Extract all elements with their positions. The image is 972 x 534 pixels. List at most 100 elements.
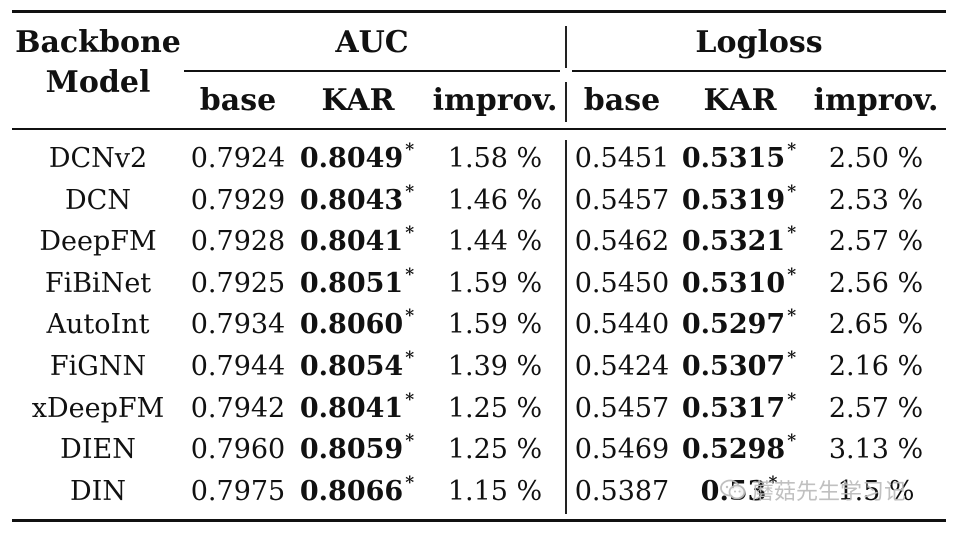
logloss-kar-cell-value: 0.5321	[681, 226, 786, 258]
logloss-kar-cell: 0.5307 *	[676, 350, 802, 382]
logloss-improv-cell: 2.16 %	[806, 353, 946, 380]
logloss-base-cell: 0.5451	[568, 145, 676, 172]
auc-improv-cell-value: 1.39 %	[447, 351, 543, 382]
auc-improv-cell-value: 1.44 %	[447, 226, 543, 258]
model-cell: FiGNN	[12, 353, 184, 380]
auc-base-cell: 0.7924	[184, 145, 292, 172]
auc-kar-cell: 0.8060 *	[294, 308, 420, 339]
column-divider-header	[565, 26, 567, 68]
auc-improv-cell: 1.15 %	[428, 478, 562, 505]
auc-improv-cell-value: 1.59 %	[447, 267, 543, 299]
column-divider-subheader	[565, 82, 567, 122]
significance-star: *	[405, 389, 415, 410]
auc-kar-cell-value: 0.8054	[299, 351, 404, 382]
auc-kar-cell: 0.8049 *	[294, 142, 420, 174]
auc-kar-cell-value: 0.8049	[299, 143, 404, 174]
auc-kar-cell: 0.8059 *	[294, 433, 420, 466]
model-cell: xDeepFM	[12, 395, 184, 422]
model-cell-value: DCNv2	[48, 143, 148, 174]
auc-kar-cell-value: 0.8051	[299, 267, 404, 299]
auc-improv-cell: 1.59 %	[428, 311, 562, 338]
logloss-improv-cell: 2.53 %	[806, 187, 946, 214]
model-cell-value: DIEN	[60, 434, 136, 466]
logloss-improv-cell: 1.5 %	[806, 478, 946, 505]
logloss-improv-cell-value: 3.13 %	[828, 434, 924, 466]
logloss-base-cell: 0.5462	[568, 228, 676, 255]
auc-improv-cell: 1.25 %	[428, 395, 562, 422]
model-cell-value: DeepFM	[39, 226, 157, 258]
logloss-kar-cell: 0.5297 *	[676, 308, 802, 341]
logloss-improv-cell-value: 2.57 %	[828, 226, 924, 258]
model-cell-value: FiBiNet	[44, 267, 152, 299]
significance-star: *	[787, 306, 797, 327]
auc-improv-cell-value: 1.25 %	[447, 434, 543, 466]
logloss-base-cell: 0.5457	[568, 395, 676, 422]
logloss-kar-cell-value: 0.5317	[681, 392, 786, 424]
model-cell: DIN	[12, 478, 184, 505]
significance-star: *	[405, 264, 415, 285]
auc-improv-cell: 1.39 %	[428, 353, 562, 380]
logloss-base-cell-value: 0.5424	[574, 351, 670, 382]
significance-star: *	[405, 181, 415, 202]
auc-kar-cell: 0.8066 *	[294, 474, 420, 507]
auc-kar-cell-value: 0.8059	[299, 434, 404, 466]
wechat-icon	[720, 479, 746, 501]
model-cell-value: FiGNN	[49, 351, 147, 382]
logloss-improv-cell-value: 2.56 %	[828, 267, 924, 299]
logloss-improv-cell-value: 1.5 %	[837, 475, 915, 507]
significance-star: *	[405, 472, 415, 493]
logloss-base-cell: 0.5469	[568, 436, 676, 463]
logloss-improv-cell: 2.56 %	[806, 270, 946, 297]
auc-kar-cell-value: 0.8041	[299, 392, 404, 424]
header-logloss: Logloss	[695, 25, 823, 60]
logloss-improv-cell: 3.13 %	[806, 436, 946, 463]
header-auc: AUC	[335, 25, 409, 60]
logloss-kar-cell: 0.5310 *	[676, 266, 802, 299]
logloss-kar-cell-value: 0.5307	[681, 351, 786, 382]
logloss-base-cell: 0.5387	[568, 478, 676, 505]
auc-kar-cell-value: 0.8043	[299, 184, 404, 216]
significance-star: *	[787, 431, 797, 452]
model-cell-value: DCN	[65, 184, 131, 216]
auc-base-cell-value: 0.7975	[190, 475, 286, 507]
bottom-rule	[12, 519, 946, 522]
logloss-base-cell-value: 0.5462	[574, 226, 670, 258]
logloss-base-cell-value: 0.5457	[574, 184, 670, 216]
logloss-kar-cell-value: 0.5310	[681, 267, 786, 299]
watermark: 蘑菇先生学习记	[720, 474, 906, 506]
auc-base-cell-value: 0.7924	[190, 143, 286, 174]
significance-star: *	[768, 472, 778, 493]
top-rule	[12, 10, 946, 13]
auc-improv-cell: 1.58 %	[428, 145, 562, 172]
subheader-auc-improv: improv.	[432, 83, 558, 118]
logloss-kar-cell: 0.5319 *	[676, 183, 802, 216]
logloss-kar-cell: 0.5315 *	[676, 142, 802, 173]
group-rule-auc	[184, 70, 560, 72]
logloss-kar-cell-value: 0.5297	[681, 309, 786, 341]
auc-improv-cell-value: 1.58 %	[447, 143, 543, 174]
logloss-improv-cell: 2.57 %	[806, 228, 946, 255]
logloss-improv-cell-value: 2.16 %	[828, 351, 924, 382]
logloss-base-cell: 0.5457	[568, 187, 676, 214]
logloss-base-cell: 0.5440	[568, 311, 676, 338]
logloss-base-cell-value: 0.5387	[574, 475, 670, 507]
header-rule	[12, 128, 946, 130]
logloss-kar-cell-value: 0.5319	[681, 184, 786, 216]
header-backbone-line1: Backbone	[15, 25, 181, 60]
auc-base-cell: 0.7934	[184, 311, 292, 338]
model-cell-value: xDeepFM	[31, 392, 165, 424]
logloss-kar-cell: 0.5298 *	[676, 433, 802, 464]
auc-kar-cell-value: 0.8066	[299, 475, 404, 507]
significance-star: *	[787, 223, 797, 244]
auc-kar-cell: 0.8041 *	[294, 225, 420, 256]
auc-kar-cell: 0.8043 *	[294, 183, 420, 216]
subheader-logloss-improv: improv.	[813, 83, 939, 118]
auc-kar-cell: 0.8041 *	[294, 391, 420, 424]
significance-star: *	[787, 264, 797, 285]
auc-base-cell: 0.7925	[184, 270, 292, 297]
subheader-logloss-base: base	[583, 83, 661, 118]
auc-base-cell-value: 0.7944	[190, 351, 286, 382]
model-cell: FiBiNet	[12, 270, 184, 297]
logloss-improv-cell: 2.57 %	[806, 395, 946, 422]
logloss-improv-cell-value: 2.57 %	[828, 392, 924, 424]
